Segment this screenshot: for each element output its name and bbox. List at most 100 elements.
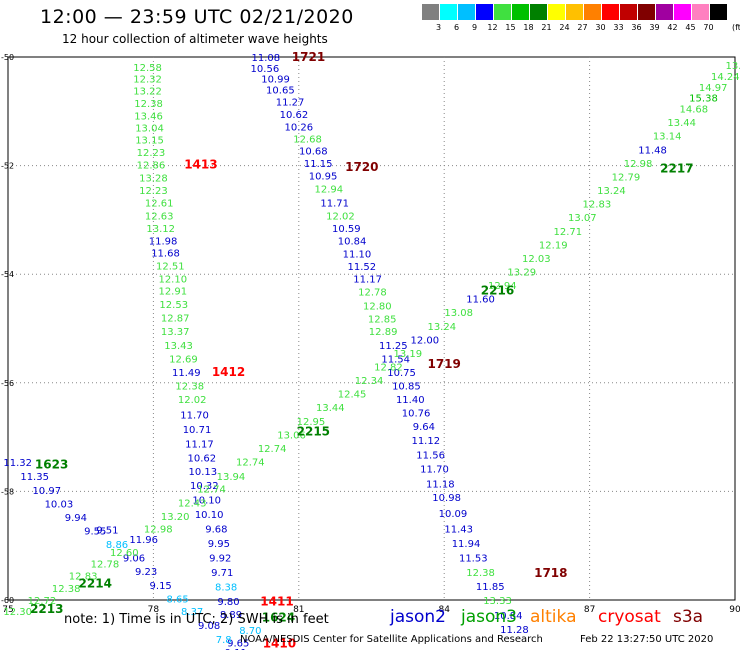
wave-height-label: 10.59 (332, 224, 361, 235)
color-swatch (674, 4, 691, 20)
wave-height-label: 11.52 (347, 262, 376, 273)
wave-height-label: 13.94 (217, 472, 246, 483)
wave-height-label: 13.12 (146, 224, 175, 235)
color-scale-label: 36 (631, 23, 642, 32)
wave-height-label: 14.68 (679, 105, 708, 116)
wave-height-label: 10.97 (32, 486, 61, 497)
wave-height-label: 12.00 (410, 335, 439, 346)
wave-height-label: 10.99 (261, 75, 290, 86)
wave-height-label: 11.43 (444, 524, 473, 535)
wave-height-label: 11.49 (172, 368, 201, 379)
lat-tick-label: -56 (1, 379, 14, 388)
wave-height-label: 9.15 (150, 581, 172, 592)
wave-height-label: 11.12 (411, 436, 440, 447)
lat-tick-label: -60 (1, 596, 14, 605)
wave-height-label: 12.80 (363, 302, 392, 313)
pass-time-label: 1720 (345, 160, 378, 174)
wave-height-label: 7.8 (216, 635, 232, 646)
wave-height-label: 10.95 (309, 171, 338, 182)
color-swatch (602, 4, 619, 20)
wave-height-label: 9.95 (208, 539, 230, 550)
color-scale-label: 33 (613, 23, 624, 32)
wave-height-label: 13.33 (483, 596, 512, 607)
wave-height-label: 12.23 (137, 148, 166, 159)
wave-height-label: 11.54 (381, 354, 410, 365)
wave-height-label: 9.11 (225, 648, 247, 650)
wave-height-label: 11.68 (151, 248, 180, 259)
wave-height-label: 12.98 (624, 159, 653, 170)
wave-height-label: 12.78 (91, 560, 120, 571)
color-swatch (494, 4, 511, 20)
wave-height-label: 12.02 (178, 395, 207, 406)
wave-height-label: 11.28 (500, 625, 529, 636)
color-swatch (692, 4, 709, 20)
wave-height-label: 12.23 (139, 186, 168, 197)
lat-tick-label: -52 (1, 162, 14, 171)
wave-height-label: 10.62 (188, 454, 217, 465)
map-frame (7, 56, 736, 601)
wave-height-label: 10.62 (280, 110, 309, 121)
wave-height-label: 10.65 (266, 86, 295, 97)
wave-height-label: 13.07 (568, 213, 597, 224)
wave-height-label: 8.38 (215, 582, 237, 593)
footer-timestamp: Feb 22 13:27:50 UTC 2020 (580, 634, 714, 645)
wave-height-label: 13.15 (135, 136, 164, 147)
wave-height-label: 11.35 (20, 472, 49, 483)
wave-height-label: 9.71 (211, 568, 233, 579)
wave-height-label: 10.76 (402, 409, 431, 420)
color-scale-label: 21 (541, 23, 552, 32)
wave-height-label: 13.29 (507, 267, 536, 278)
wave-height-label: 9.64 (413, 422, 435, 433)
wave-height-label: 14.97 (699, 83, 728, 94)
map-title: 12:00 — 23:59 UTC 02/21/2020 (40, 6, 354, 28)
wave-height-label: 8.89 (220, 610, 242, 621)
wave-height-label: 8.70 (239, 626, 261, 637)
wave-height-label: 13.24 (597, 186, 626, 197)
wave-height-label: 10.85 (392, 382, 421, 393)
wave-height-label: 13.06 (277, 430, 306, 441)
wave-height-label: 12.71 (553, 227, 582, 238)
color-scale-label: 6 (453, 23, 460, 32)
wave-height-label: 12.87 (161, 314, 190, 325)
wave-height-label: 12.34 (355, 376, 384, 387)
pass-time-label: 2214 (79, 577, 112, 591)
color-swatch (440, 4, 457, 20)
wave-height-label: 12.53 (159, 300, 188, 311)
wave-height-label: 11.17 (353, 275, 382, 286)
wave-height-label: 10.71 (183, 425, 212, 436)
wave-height-label: 10.32 (190, 481, 219, 492)
wave-height-label: 13.19 (394, 349, 423, 360)
color-scale-label: 45 (685, 23, 696, 32)
wave-height-label: 12.61 (145, 199, 174, 210)
lon-tick-label: 78 (148, 605, 160, 615)
color-scale-label: 12 (487, 23, 498, 32)
wave-height-label: 13.24 (427, 322, 456, 333)
wave-height-label: 9.08 (198, 621, 220, 632)
color-scale-label: 70 (703, 23, 714, 32)
wave-height-label: 10.13 (189, 467, 218, 478)
wave-height-label: 13.28 (139, 174, 168, 185)
wave-height-label: 12.85 (368, 315, 397, 326)
wave-height-label: 8.86 (106, 540, 128, 551)
color-swatch (584, 4, 601, 20)
color-scale-label: 9 (471, 23, 478, 32)
wave-height-label: 12.38 (175, 382, 204, 393)
wave-height-label: 9.55 (84, 526, 106, 537)
color-scale-label: 24 (559, 23, 570, 32)
color-swatch (530, 4, 547, 20)
wave-height-label: 12.89 (369, 327, 398, 338)
wave-height-label: 10.03 (45, 499, 74, 510)
wave-height-label: 11.94 (452, 539, 481, 550)
satellite-legend-s3a: s3a (673, 607, 704, 627)
wave-height-label: 13.20 (161, 512, 190, 523)
lon-tick-label: 84 (438, 605, 450, 615)
lat-tick-label: -54 (1, 270, 14, 279)
pass-time-label: 2217 (660, 161, 693, 175)
pass-time-label: 2213 (30, 602, 63, 616)
color-swatch (656, 4, 673, 20)
color-swatch (458, 4, 475, 20)
wave-height-label: 11.98 (149, 237, 178, 248)
color-swatch (476, 4, 493, 20)
wave-height-label: 12.02 (326, 212, 355, 223)
